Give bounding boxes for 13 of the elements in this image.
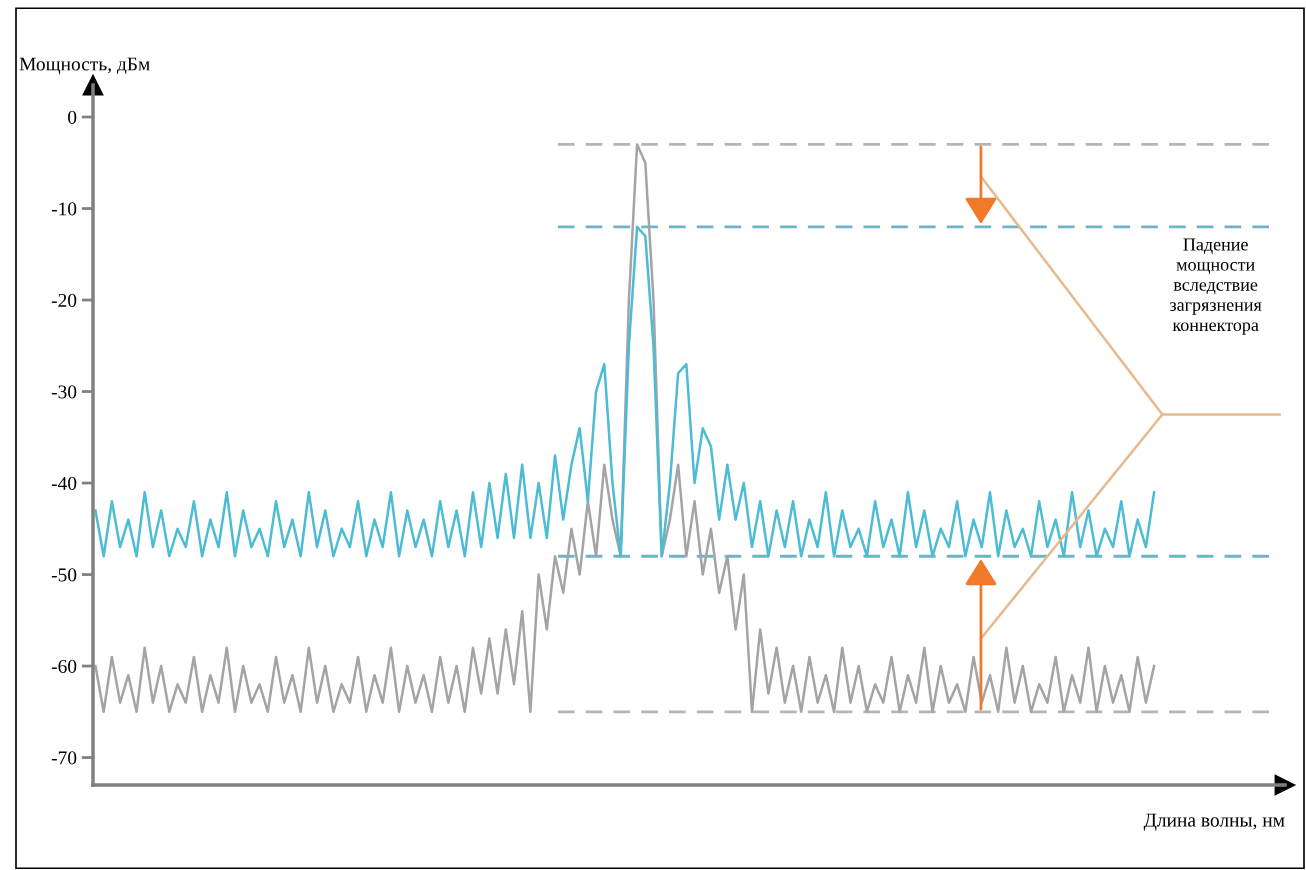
y-tick-label: -20 bbox=[51, 293, 77, 307]
y-tick-label: -70 bbox=[51, 751, 77, 765]
line-series bbox=[94, 143, 1156, 714]
x-axis-title: Длина волны, нм bbox=[1143, 813, 1285, 831]
line-series bbox=[94, 225, 1156, 558]
y-tick-label: -30 bbox=[51, 385, 77, 399]
y-tick-label: -40 bbox=[51, 476, 77, 490]
y-tick-label: -60 bbox=[51, 659, 77, 673]
y-tick-label: 0 bbox=[68, 110, 77, 124]
text: Падение мощности вследствие загрязнения коннектора bbox=[1170, 238, 1262, 335]
y-tick-label: -50 bbox=[51, 568, 77, 582]
y-axis-title: Мощность, дБм bbox=[19, 57, 150, 75]
y-tick-label: -10 bbox=[51, 202, 77, 216]
